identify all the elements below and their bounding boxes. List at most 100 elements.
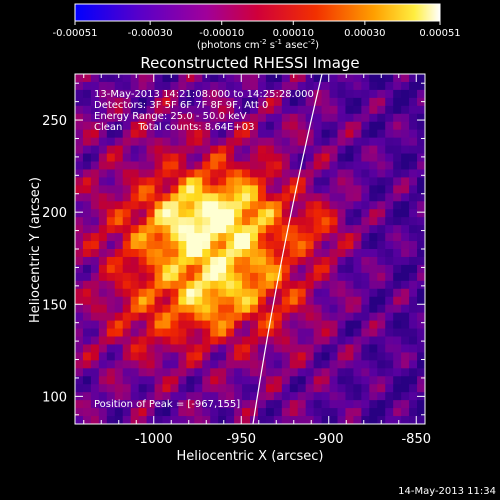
heatmap-cell	[361, 249, 370, 258]
heatmap-cell	[345, 384, 355, 393]
heatmap-cell	[281, 392, 291, 401]
heatmap-cell	[297, 336, 307, 346]
heatmap-cell	[417, 185, 425, 194]
heatmap-cell	[234, 137, 243, 147]
heatmap-cell	[417, 288, 425, 298]
heatmap-cell	[98, 177, 108, 186]
heatmap-cell	[257, 105, 267, 115]
heatmap-cell	[361, 81, 370, 91]
heatmap-cell	[210, 320, 219, 330]
heatmap-cell	[273, 304, 283, 314]
heatmap-cell	[130, 272, 140, 282]
heatmap-cell	[329, 185, 339, 194]
heatmap-cell	[154, 81, 164, 91]
heatmap-cell	[393, 121, 402, 131]
heatmap-cell	[178, 185, 187, 194]
heatmap-cell	[281, 97, 291, 107]
heatmap-cell	[281, 400, 291, 409]
heatmap-cell	[234, 392, 243, 401]
heatmap-cell	[257, 89, 267, 99]
heatmap-cell	[226, 121, 235, 131]
heatmap-cell	[385, 280, 394, 290]
heatmap-cell	[377, 392, 386, 401]
heatmap-cell	[114, 344, 124, 354]
heatmap-cell	[226, 209, 235, 218]
heatmap-cell	[234, 225, 243, 234]
heatmap-cell	[138, 296, 148, 306]
heatmap-cell	[170, 249, 180, 258]
heatmap-cell	[393, 249, 402, 258]
heatmap-cell	[194, 352, 203, 361]
heatmap-cell	[337, 392, 347, 401]
heatmap-cell	[305, 384, 315, 393]
heatmap-cell	[106, 328, 116, 338]
heatmap-cell	[114, 97, 124, 107]
heatmap-cell	[114, 384, 124, 393]
heatmap-cell	[138, 217, 148, 226]
heatmap-cell	[90, 336, 100, 346]
heatmap-cell	[98, 328, 108, 338]
heatmap-cell	[265, 304, 275, 314]
heatmap-cell	[250, 272, 259, 282]
heatmap-cell	[170, 153, 180, 163]
heatmap-cell	[210, 304, 219, 314]
heatmap-cell	[186, 105, 195, 115]
heatmap-cell	[162, 312, 172, 322]
heatmap-cell	[250, 81, 259, 91]
heatmap-cell	[321, 97, 331, 107]
heatmap-cell	[162, 89, 172, 99]
heatmap-cell	[250, 113, 259, 123]
heatmap-cell	[289, 233, 299, 242]
heatmap-cell	[98, 74, 108, 83]
heatmap-cell	[417, 264, 425, 274]
heatmap-cell	[210, 97, 219, 107]
heatmap-cell	[162, 344, 172, 354]
heatmap-cell	[250, 137, 259, 147]
heatmap-cell	[218, 344, 227, 354]
heatmap-cell	[138, 81, 148, 91]
heatmap-cell	[321, 400, 331, 409]
heatmap-cell	[337, 384, 347, 393]
heatmap-cell	[417, 105, 425, 115]
heatmap-cell	[122, 185, 132, 194]
heatmap-cell	[106, 360, 116, 369]
heatmap-cell	[170, 328, 180, 338]
heatmap-cell	[122, 384, 132, 393]
heatmap-cell	[250, 241, 259, 250]
heatmap-cell	[122, 352, 132, 361]
heatmap-cell	[98, 304, 108, 314]
heatmap-cell	[98, 153, 108, 163]
annotation-time-range: 13-May-2013 14:21:08.000 to 14:25:28.000	[94, 89, 314, 100]
heatmap-cell	[393, 217, 402, 226]
heatmap-cell	[385, 384, 394, 393]
heatmap-cell	[289, 241, 299, 250]
heatmap-cell	[329, 225, 339, 234]
heatmap-cell	[242, 201, 251, 210]
heatmap-cell	[265, 121, 275, 131]
heatmap-cell	[98, 392, 108, 401]
heatmap-cell	[242, 161, 251, 171]
heatmap-cell	[218, 185, 227, 194]
heatmap-cell	[106, 74, 116, 83]
heatmap-cell	[401, 97, 410, 107]
heatmap-cell	[146, 177, 156, 186]
heatmap-cell	[210, 256, 219, 266]
heatmap-cell	[337, 272, 347, 282]
heatmap-cell	[122, 264, 132, 274]
heatmap-cell	[401, 360, 410, 369]
heatmap-cell	[313, 400, 323, 409]
heatmap-cell	[138, 280, 148, 290]
heatmap-cell	[409, 161, 418, 171]
heatmap-cell	[210, 376, 219, 385]
heatmap-cell	[289, 161, 299, 171]
heatmap-cell	[130, 392, 140, 401]
chart-title: Reconstructed RHESSI Image	[140, 54, 359, 72]
heatmap-cell	[313, 209, 323, 218]
heatmap-cell	[353, 145, 362, 155]
heatmap-cell	[329, 280, 339, 290]
heatmap-cell	[75, 129, 84, 139]
heatmap-cell	[337, 193, 347, 202]
heatmap-cell	[130, 161, 140, 171]
heatmap-cell	[329, 121, 339, 131]
heatmap-cell	[75, 145, 84, 155]
